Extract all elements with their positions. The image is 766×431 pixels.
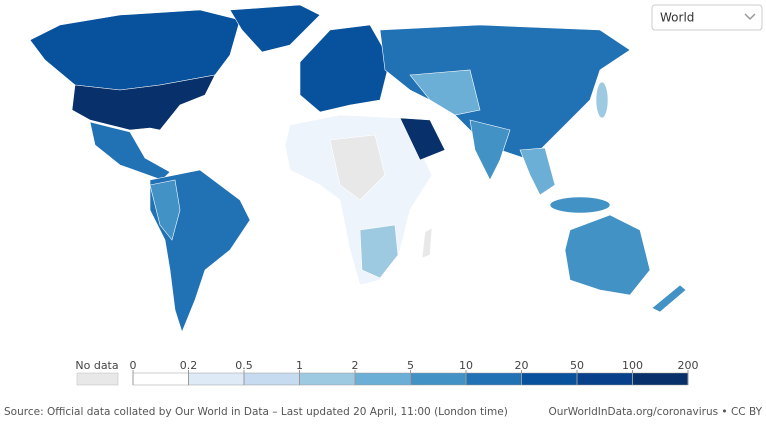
dropdown-value[interactable]: World [660, 11, 694, 25]
legend-tick-label: 5 [407, 359, 414, 372]
legend-tick-label: 1 [296, 359, 303, 372]
south-america-east [149, 179, 181, 241]
europe [299, 24, 391, 113]
middle-east [399, 117, 446, 161]
legend-tick-label: 50 [570, 359, 584, 372]
canada [29, 9, 241, 91]
legend-bin [521, 372, 578, 386]
greenland [229, 4, 321, 53]
legend-tick-label: 200 [678, 359, 699, 372]
legend-tick-label: 0.2 [180, 359, 198, 372]
legend-bin [465, 372, 522, 386]
legend-tick-label: 0.5 [235, 359, 253, 372]
no-data-label: No data [75, 359, 118, 372]
world-map [29, 4, 687, 333]
legend-tick-label: 0 [130, 359, 137, 372]
legend-tick-label: 100 [622, 359, 643, 372]
new-zealand [651, 284, 687, 313]
no-data-swatch [76, 372, 119, 386]
legend-tick-label: 2 [352, 359, 359, 372]
legend-tick-label: 10 [459, 359, 473, 372]
legend-bin [576, 372, 633, 386]
central-asia [409, 69, 481, 116]
africa-south [359, 224, 399, 279]
source-note: Source: Official data collated by Our Wo… [4, 406, 508, 418]
legend-bin [354, 372, 411, 386]
indonesia [549, 196, 611, 214]
dropdown-chevron [744, 13, 756, 21]
legend-bin [632, 372, 689, 386]
dropdown-box[interactable] [651, 4, 763, 31]
footer-link[interactable]: OurWorldInData.org/coronavirus • CC BY [548, 406, 762, 418]
legend-bin [188, 372, 245, 386]
legend-bin [132, 372, 189, 386]
mexico-central-america [89, 121, 171, 181]
africa-no-data [329, 134, 386, 201]
japan [595, 81, 609, 119]
madagascar [421, 227, 433, 259]
legend: No data 0 0.2 0.5 1 2 5 10 20 50 100 200 [75, 359, 699, 386]
legend-bin [299, 372, 356, 386]
usa [71, 74, 216, 131]
legend-bin [243, 372, 300, 386]
australia [564, 214, 651, 296]
russia-asia [379, 24, 631, 161]
legend-tick-label: 20 [515, 359, 529, 372]
dropdown[interactable]: World [651, 4, 763, 31]
legend-bin [410, 372, 467, 386]
southeast-asia [519, 147, 556, 196]
india [469, 119, 511, 181]
